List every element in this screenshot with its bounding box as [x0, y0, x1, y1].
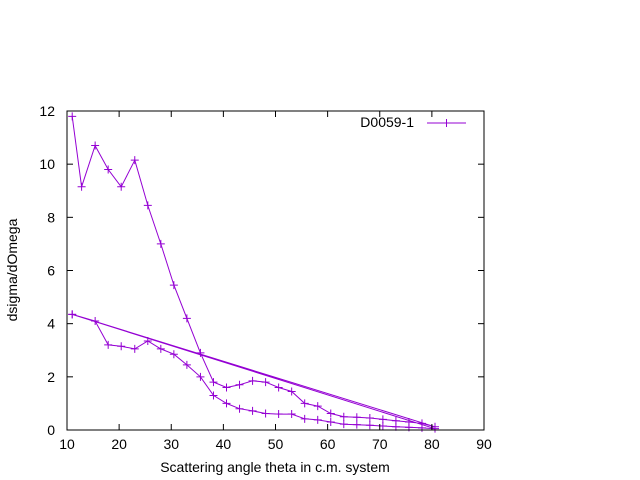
legend-marker-series-1 — [442, 119, 451, 127]
x-axis-label: Scattering angle theta in c.m. system — [160, 459, 390, 475]
legend-plus-marker — [442, 119, 451, 127]
data-point — [196, 348, 205, 357]
data-point — [235, 380, 244, 389]
data-point — [222, 383, 231, 392]
data-point — [209, 378, 218, 387]
data-point — [326, 418, 335, 427]
legend: D0059-1 — [360, 114, 466, 130]
x-tick-label: 20 — [111, 436, 127, 452]
x-tick-label: 30 — [163, 436, 179, 452]
data-point — [77, 182, 86, 191]
data-point — [235, 404, 244, 413]
x-tick-label: 60 — [320, 436, 336, 452]
data-point — [91, 141, 100, 150]
data-point — [352, 420, 361, 429]
data-point — [261, 409, 270, 418]
data-point — [248, 376, 257, 385]
data-point — [91, 317, 100, 326]
data-point — [182, 314, 191, 323]
y-tick-label: 10 — [39, 156, 55, 172]
x-tick-label: 90 — [476, 436, 492, 452]
data-point — [143, 336, 152, 345]
data-point — [182, 360, 191, 369]
data-point — [117, 182, 126, 191]
data-point — [104, 340, 113, 349]
y-tick-label: 0 — [47, 422, 55, 438]
data-point — [339, 412, 348, 421]
data-point — [222, 399, 231, 408]
y-axis-label: dsigma/dOmega — [4, 218, 20, 321]
data-point — [248, 406, 257, 415]
data-point — [391, 422, 400, 431]
x-tick-label: 70 — [372, 436, 388, 452]
data-point — [300, 399, 309, 408]
data-point — [417, 423, 426, 432]
data-point — [365, 414, 374, 423]
data-point — [143, 201, 152, 210]
y-tick-label: 4 — [47, 316, 55, 332]
y-tick-label: 12 — [39, 103, 55, 119]
data-point — [274, 383, 283, 392]
y-tick-label: 6 — [47, 263, 55, 279]
data-point — [300, 414, 309, 423]
data-point — [365, 421, 374, 430]
data-point — [287, 387, 296, 396]
data-point — [339, 420, 348, 429]
data-point — [130, 344, 139, 353]
data-point — [274, 410, 283, 419]
x-tick-label: 80 — [424, 436, 440, 452]
data-point — [169, 350, 178, 359]
data-point — [156, 239, 165, 248]
data-point — [130, 156, 139, 165]
data-point — [117, 342, 126, 351]
data-point — [313, 415, 322, 424]
y-tick-label: 2 — [47, 369, 55, 385]
data-point — [68, 310, 77, 319]
data-point — [326, 409, 335, 418]
data-point — [287, 410, 296, 419]
tick-layer: 10 20 30 40 50 60 70 80 90 0 2 4 6 8 10 12 — [39, 103, 492, 452]
data-point — [104, 165, 113, 174]
data-point — [261, 378, 270, 387]
data-point — [68, 112, 77, 121]
series-line-1 — [71, 116, 436, 430]
data-point — [169, 281, 178, 290]
x-tick-label: 10 — [59, 436, 75, 452]
legend-label-series-1: D0059-1 — [360, 114, 414, 130]
data-point — [196, 372, 205, 381]
data-point — [313, 402, 322, 411]
data-point — [209, 391, 218, 400]
x-tick-label: 40 — [216, 436, 232, 452]
y-tick-label: 8 — [47, 209, 55, 225]
data-point — [156, 344, 165, 353]
plot-frame — [66, 110, 485, 431]
series-layer — [68, 112, 440, 433]
data-point — [352, 413, 361, 422]
x-tick-label: 50 — [268, 436, 284, 452]
